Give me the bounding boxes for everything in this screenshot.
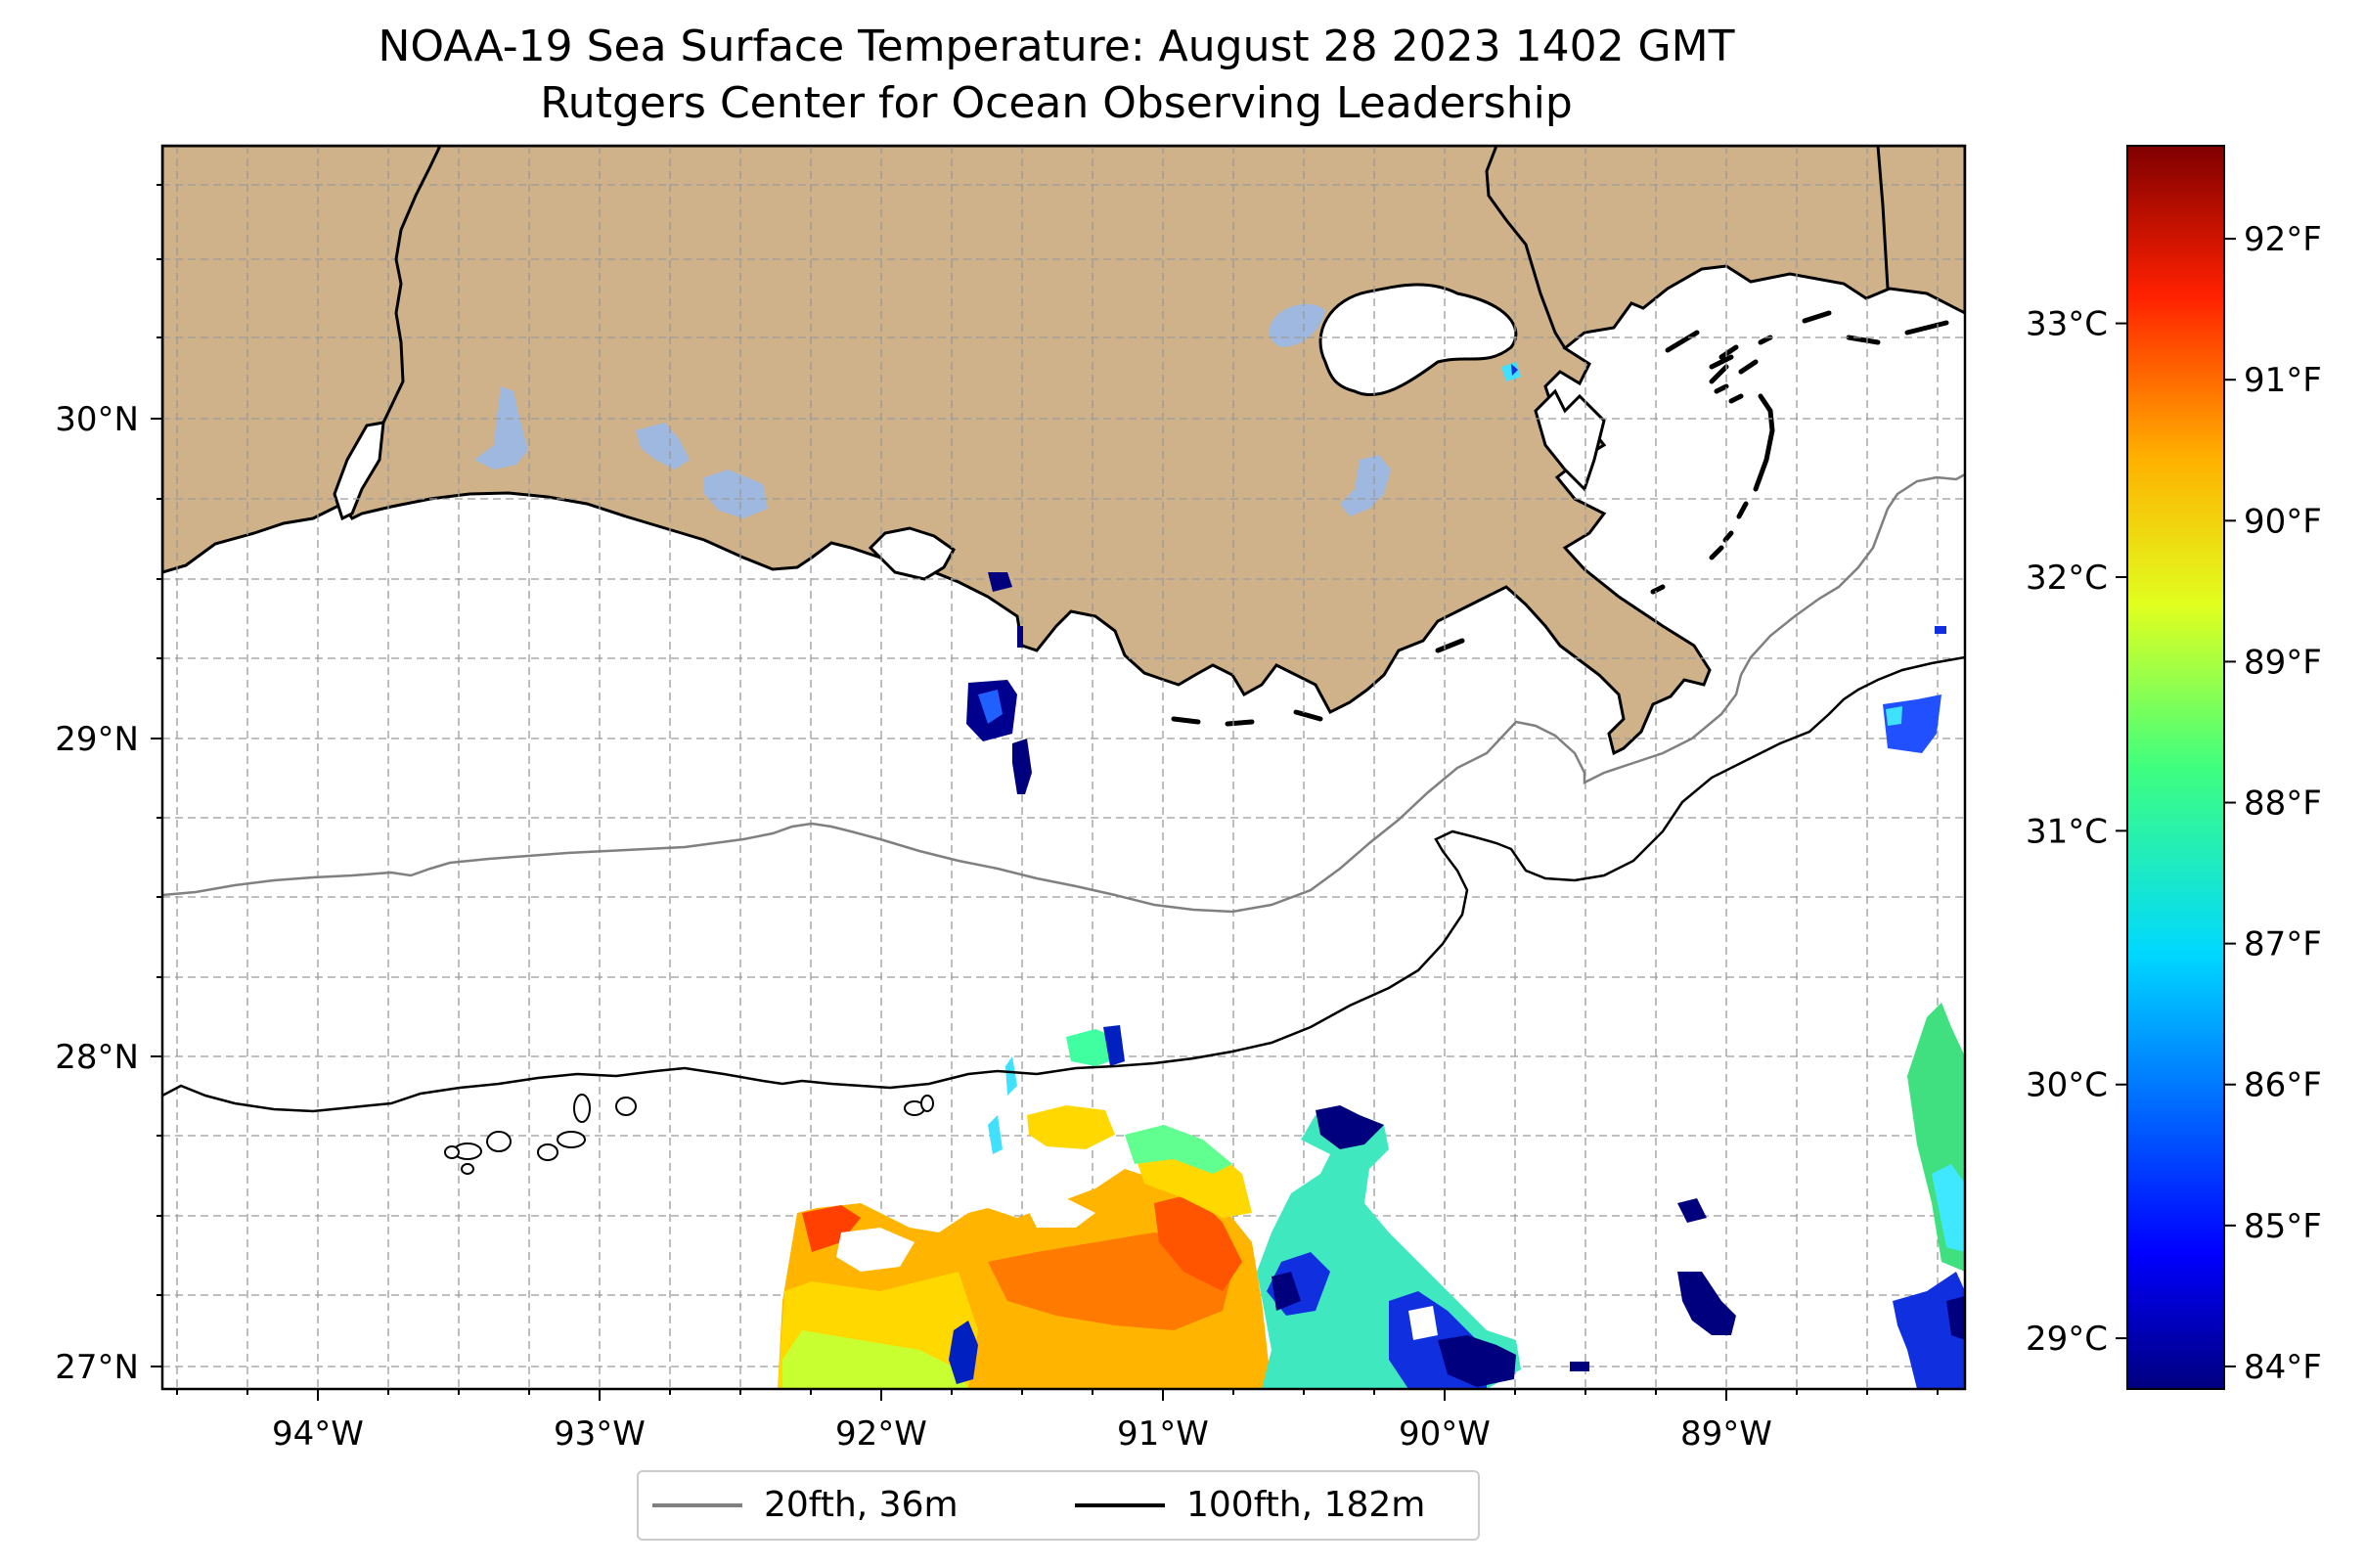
legend-label: 100fth, 182m [1186,1485,1426,1525]
lake-white [636,423,690,470]
lon-tick-label: 94°W [272,1414,364,1454]
lat-tick-label: 28°N [55,1038,139,1077]
lon-tick-label: 93°W [554,1414,646,1454]
lake-maurepas [1269,303,1325,347]
barrier-islands [1171,310,1949,727]
colorbar-fahrenheit-label: 89°F [2244,643,2322,682]
colorbar-celsius-label: 29°C [2026,1320,2108,1359]
legend-item-100fth: 100fth, 182m [1075,1484,1425,1527]
lat-tick-label: 27°N [55,1348,139,1387]
bay-barataria [1534,388,1606,492]
legend-item-20fth: 20fth, 36m [652,1484,959,1527]
contour-20fth [162,472,1965,914]
colorbar-fahrenheit-label: 88°F [2244,784,2322,824]
legend-swatch [1075,1503,1165,1507]
small-islands [444,1094,934,1175]
sst-patches [778,362,1965,1389]
colorbar-ticks: 29°C 30°C 31°C 32°C 33°C 84°F 85°F 86°F 87°F 88°F… [2026,220,2322,1387]
lon-tick-label: 91°W [1117,1414,1209,1454]
lake-grand [704,470,768,518]
lon-tick-label: 92°W [835,1414,927,1454]
map-frame [160,144,1967,1391]
lake-salvador [1340,455,1391,516]
lat-tick-label: 30°N [55,400,139,439]
chart-title: NOAA-19 Sea Surface Temperature: August … [378,22,1735,71]
gridlines [162,146,1965,1389]
lat-tick-label: 29°N [55,720,139,759]
legend-swatch [652,1503,742,1507]
legend: 20fth, 36m 100fth, 182m [637,1470,1480,1541]
axis-ticks [151,184,1939,1401]
colorbar-fahrenheit-label: 92°F [2244,220,2322,259]
land-mass [162,146,1965,756]
colorbar-celsius-label: 30°C [2026,1066,2108,1105]
lake-pontchartrain [1318,283,1518,397]
lon-tick-label: 90°W [1399,1414,1491,1454]
lake-calcasieu [474,386,528,470]
contour-100fth [162,655,1965,1113]
colorbar-fahrenheit-label: 90°F [2244,502,2322,541]
colorbar-fahrenheit-label: 85°F [2244,1207,2322,1246]
colorbar [2126,145,2225,1390]
colorbar-fahrenheit-label: 91°F [2244,361,2322,400]
colorbar-celsius-label: 33°C [2026,305,2108,344]
state-borders [381,146,1890,424]
bay-vermilion [868,526,956,581]
colorbar-celsius-label: 32°C [2026,559,2108,598]
chart-subtitle: Rutgers Center for Ocean Observing Leade… [540,78,1573,128]
colorbar-fahrenheit-label: 87°F [2244,925,2322,964]
colorbar-celsius-label: 31°C [2026,812,2108,851]
legend-label: 20fth, 36m [764,1485,959,1525]
map-area [162,146,1965,1389]
lon-tick-label: 89°W [1680,1414,1772,1454]
colorbar-fahrenheit-label: 84°F [2244,1348,2322,1387]
colorbar-fahrenheit-label: 86°F [2244,1066,2322,1105]
